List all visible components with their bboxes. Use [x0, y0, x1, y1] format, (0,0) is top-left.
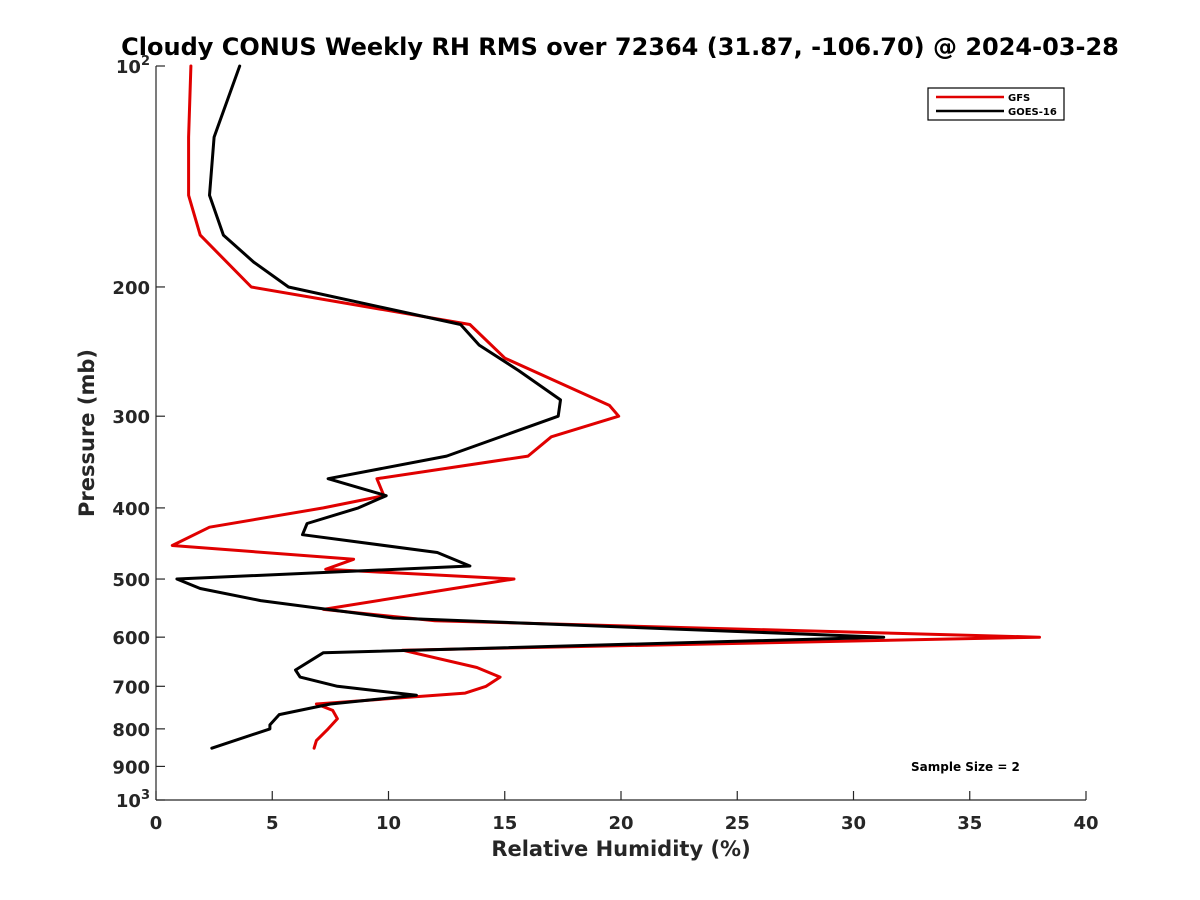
y-tick-label: 200	[112, 278, 150, 299]
y-tick-label: 500	[112, 570, 150, 591]
x-tick-label: 30	[841, 813, 866, 834]
legend: GFS GOES-16	[927, 87, 1065, 121]
y-tick-label: 102	[116, 54, 150, 78]
y-tick-label: 900	[112, 757, 150, 778]
x-tick-label: 25	[725, 813, 750, 834]
y-tick-label: 700	[112, 677, 150, 698]
y-tick-label: 103	[116, 788, 150, 812]
x-axis-label: Relative Humidity (%)	[491, 837, 750, 861]
legend-box	[927, 87, 1065, 121]
y-ticks: 102 200 300 400 500 600 700 800 900 103	[112, 54, 165, 812]
y-tick-label: 800	[112, 720, 150, 741]
legend-label-gfs: GFS	[1008, 93, 1030, 104]
series-lines	[170, 64, 1041, 750]
x-tick-label: 5	[266, 813, 279, 834]
x-tick-label: 15	[492, 813, 517, 834]
y-tick-label: 300	[112, 407, 150, 428]
plot-area	[155, 66, 1086, 801]
chart-title: Cloudy CONUS Weekly RH RMS over 72364 (3…	[121, 33, 1119, 61]
x-tick-label: 20	[608, 813, 633, 834]
x-tick-label: 40	[1073, 813, 1098, 834]
legend-label-goes16: GOES-16	[1008, 107, 1057, 118]
y-tick-label: 600	[112, 628, 150, 649]
x-tick-label: 35	[957, 813, 982, 834]
y-tick-label: 400	[112, 499, 150, 520]
x-tick-label: 10	[376, 813, 401, 834]
x-tick-label: 0	[150, 813, 163, 834]
sample-size-annotation: Sample Size = 2	[911, 760, 1020, 774]
y-axis-label: Pressure (mb)	[75, 349, 99, 517]
series-line-goes-16	[175, 64, 886, 750]
x-ticks: 0 5 10 15 20 25 30 35 40	[150, 791, 1099, 834]
